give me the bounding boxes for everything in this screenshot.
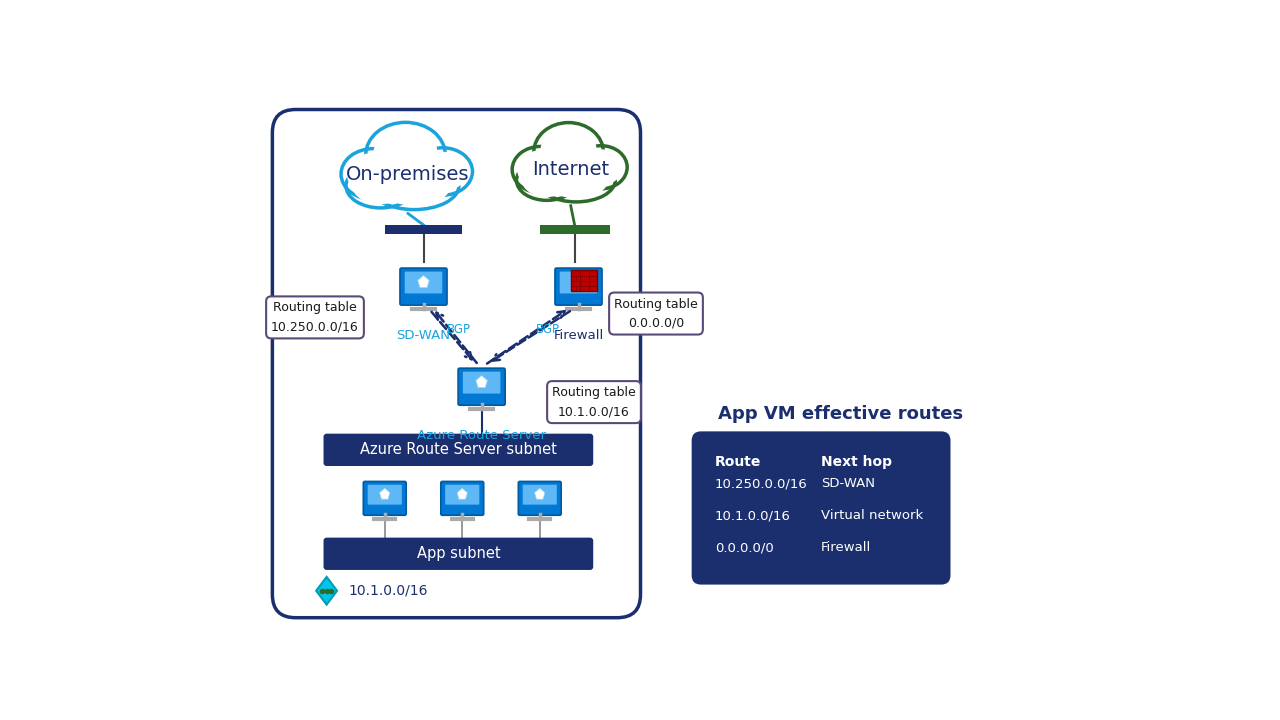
Polygon shape [572,276,584,287]
Ellipse shape [545,163,608,197]
FancyBboxPatch shape [522,485,557,505]
Text: Firewall: Firewall [553,329,604,342]
Bar [540,225,609,234]
Polygon shape [457,488,467,499]
Text: BGP: BGP [536,323,559,336]
FancyBboxPatch shape [559,271,598,294]
FancyBboxPatch shape [404,271,443,294]
Ellipse shape [517,161,577,200]
FancyBboxPatch shape [518,482,561,516]
FancyBboxPatch shape [367,485,402,505]
Text: Routing table
10.250.0.0/16: Routing table 10.250.0.0/16 [271,302,358,333]
Ellipse shape [522,164,571,197]
Text: 10.250.0.0/16: 10.250.0.0/16 [716,477,808,490]
Text: App subnet: App subnet [416,546,500,562]
Ellipse shape [534,122,603,181]
Ellipse shape [512,146,568,193]
Text: BGP: BGP [447,323,471,336]
Ellipse shape [379,167,449,205]
Ellipse shape [541,128,596,175]
Ellipse shape [518,151,563,188]
Text: Route: Route [716,455,762,469]
Ellipse shape [413,148,472,195]
FancyBboxPatch shape [364,482,406,516]
Polygon shape [535,488,545,499]
Text: SD-WAN: SD-WAN [820,477,876,490]
Text: On-premises: On-premises [347,166,470,184]
FancyBboxPatch shape [440,482,484,516]
Polygon shape [417,276,429,287]
FancyBboxPatch shape [458,368,506,405]
Ellipse shape [340,148,406,199]
Text: Routing table
10.1.0.0/16: Routing table 10.1.0.0/16 [552,386,636,418]
Text: Routing table
0.0.0.0/0: Routing table 0.0.0.0/0 [614,297,698,330]
Ellipse shape [347,153,399,194]
FancyBboxPatch shape [445,485,479,505]
Ellipse shape [370,162,458,210]
Text: Azure Route Server subnet: Azure Route Server subnet [360,442,557,457]
Text: SD-WAN: SD-WAN [397,329,451,342]
FancyBboxPatch shape [556,268,602,305]
Ellipse shape [374,129,438,180]
Ellipse shape [419,153,466,191]
Bar [385,225,462,234]
Text: 10.1.0.0/16: 10.1.0.0/16 [716,509,791,522]
Text: Azure Route Server: Azure Route Server [417,429,547,442]
FancyBboxPatch shape [463,372,500,394]
FancyBboxPatch shape [691,431,951,585]
Text: Next hop: Next hop [820,455,892,469]
Polygon shape [316,577,337,605]
FancyBboxPatch shape [324,433,593,466]
Bar [571,270,598,292]
Ellipse shape [346,164,416,208]
Ellipse shape [538,159,616,202]
FancyBboxPatch shape [273,109,640,618]
Text: 0.0.0.0/0: 0.0.0.0/0 [716,541,773,554]
Ellipse shape [580,150,622,184]
Polygon shape [380,488,390,499]
Polygon shape [476,376,488,387]
Text: Virtual network: Virtual network [820,509,923,522]
Ellipse shape [575,145,627,189]
Ellipse shape [353,168,408,204]
FancyBboxPatch shape [399,268,447,305]
Text: Internet: Internet [532,160,609,179]
Text: 10.1.0.0/16: 10.1.0.0/16 [348,584,428,598]
Text: App VM effective routes: App VM effective routes [718,405,963,423]
Text: Firewall: Firewall [820,541,872,554]
Ellipse shape [366,122,445,186]
FancyBboxPatch shape [324,538,593,570]
